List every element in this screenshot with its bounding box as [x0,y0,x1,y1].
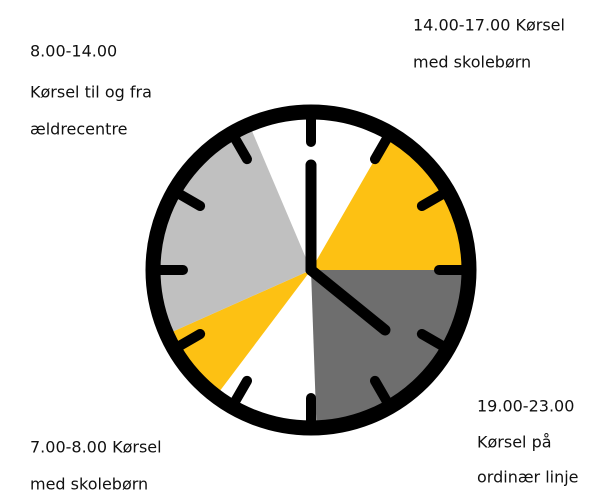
hour-tick [174,189,206,211]
label-line: ordinær linje [477,468,579,487]
hour-tick [370,133,392,165]
label-line: ældrecentre [30,120,128,139]
hour-tick [416,189,448,211]
label-line: med skolebørn [413,53,531,72]
hour-tick [416,329,448,351]
label-line: Kørsel på [477,433,552,452]
label-line: Kørsel til og fra [30,83,152,102]
hour-tick [230,375,252,407]
label-line: 19.00-23.00 [477,397,574,416]
hour-tick [174,329,206,351]
ticks [154,113,468,427]
label-line: 14.00-17.00 Kørsel [413,16,565,35]
hour-tick [370,375,392,407]
clock-rim [145,104,477,436]
sector-dark-grey [311,270,463,422]
sector-yellow [172,270,311,392]
sector-light-grey [159,130,311,332]
label-line: 7.00-8.00 Kørsel [30,438,162,457]
label-line: med skolebørn [30,475,148,494]
label-line: 8.00-14.00 [30,42,117,61]
hour-hand [305,264,391,336]
hour-tick [230,133,252,165]
